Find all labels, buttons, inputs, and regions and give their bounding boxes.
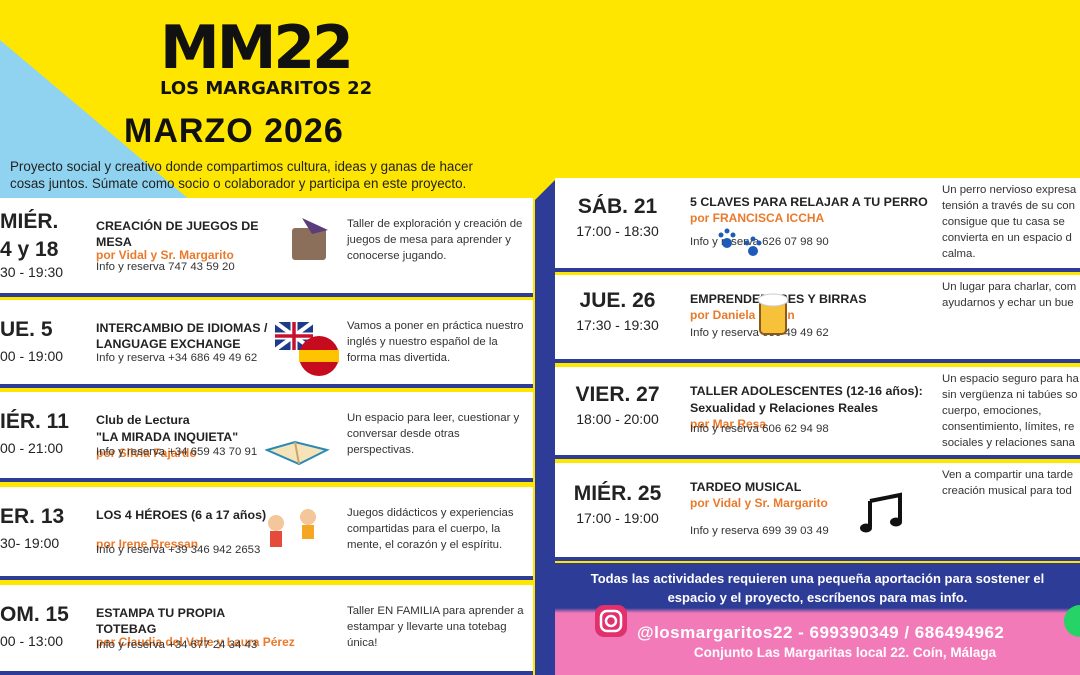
event-day: OM. 15 — [0, 603, 69, 626]
event-description: Juegos didácticos y experiencias compart… — [347, 507, 514, 551]
month-title: MARZO 2026 — [124, 112, 344, 150]
logo-subtitle: LOS MARGARITOS 22 — [160, 78, 373, 99]
event-by: por Claudia del Valle y Laura Pérez — [96, 635, 295, 649]
intro-text: Proyecto social y creativo donde compart… — [10, 159, 473, 191]
event-title: INTERCAMBIO DE IDIOMAS / LANGUAGE EXCHAN… — [96, 321, 268, 351]
event-time: 17:00 - 19:00 — [576, 510, 659, 526]
event-day: MIÉR. — [0, 210, 59, 233]
event-by: por Silvia Fajardo — [96, 446, 197, 460]
event-by: por Irene Bressan — [96, 537, 199, 551]
event-icon — [757, 293, 789, 335]
event-icon — [268, 509, 316, 547]
event-day: MIÉR. 25 — [573, 482, 662, 505]
event-info: Info y reserva 686 49 49 62 — [690, 327, 829, 339]
event-subtitle: Sexualidad y Relaciones Reales — [690, 401, 879, 415]
event-time: 18:00 - 20:00 — [576, 411, 659, 427]
event-info: Info y reserva +34 686 49 49 62 — [96, 352, 258, 364]
event-day: ER. 13 — [0, 505, 65, 528]
footer-note: Todas las actividades requieren una pequ… — [590, 571, 1045, 605]
event-description: Taller de exploración y creación de jueg… — [347, 218, 523, 262]
event-card: MIÉR. 4 y 18 30 - 19:30 CREACIÓN DE JUEGOS … — [0, 198, 533, 297]
event-icon — [265, 440, 330, 466]
event-icon — [292, 218, 328, 260]
event-title: Club de Lectura — [96, 413, 190, 427]
footer-contact: @losmargaritos22 - 699390349 / 686494962 — [637, 623, 1005, 642]
event-icon — [718, 228, 762, 256]
event-card: IÉR. 11 00 - 21:00 Club de Lectura "LA MIRA… — [0, 392, 533, 482]
event-title: ESTAMPA TU PROPIA TOTEBAG — [96, 606, 225, 636]
footer-address: Conjunto Las Margaritas local 22. Coín, … — [693, 645, 997, 660]
event-info: Info y reserva +34 677 24 34 43 — [96, 639, 258, 651]
event-time: 30 - 19:30 — [0, 264, 64, 280]
event-title: TALLER ADOLESCENTES (12-16 años): — [690, 384, 923, 398]
event-day: VIER. 27 — [575, 383, 660, 406]
event-title: 5 CLAVES PARA RELAJAR A TU PERRO — [690, 195, 928, 209]
event-by: por FRANCISCA ICCHA — [690, 211, 825, 225]
event-card: OM. 15 00 - 13:00 ESTAMPA TU PROPIA TOTEBA… — [0, 585, 533, 675]
event-title: LOS 4 HÉROES (6 a 17 años) — [96, 508, 267, 522]
event-card: ER. 13 30- 19:00 LOS 4 HÉROES (6 a 17 años… — [0, 487, 533, 580]
blue-triangle — [0, 40, 190, 200]
event-day: IÉR. 11 — [0, 410, 69, 433]
footer: Todas las actividades requieren una pequ… — [555, 563, 1080, 675]
event-time: 00 - 19:00 — [0, 348, 64, 364]
event-time: 00 - 13:00 — [0, 633, 64, 649]
event-card: MIÉR. 25 17:00 - 19:00 TARDEO MUSICAL por V… — [555, 463, 1080, 561]
event-day: JUE. 26 — [579, 289, 656, 312]
event-time: 17:30 - 19:30 — [576, 317, 659, 333]
event-info: Info y reserva 699 39 03 49 — [690, 525, 829, 537]
event-info: Info y reserva +39 346 942 2653 — [96, 544, 261, 556]
event-card: SÁB. 21 17:00 - 18:30 5 CLAVES PARA RELAJA… — [555, 178, 1080, 272]
event-description: Un espacio seguro para ha sin vergüenza … — [942, 373, 1079, 449]
event-date: 4 y 18 — [0, 238, 59, 261]
event-description: Ven a compartir una tarde creación music… — [942, 469, 1074, 497]
event-day: UE. 5 — [0, 318, 53, 341]
event-card: UE. 5 00 - 19:00 INTERCAMBIO DE IDIOMAS / … — [0, 300, 533, 388]
event-info: Info y reserva 747 43 59 20 — [96, 261, 235, 273]
event-time: 00 - 21:00 — [0, 440, 64, 456]
event-title: TARDEO MUSICAL — [690, 480, 802, 494]
event-description: Un perro nervioso expresa tensión a trav… — [942, 184, 1077, 260]
event-description: Taller EN FAMILIA para aprender a estamp… — [347, 605, 524, 649]
event-card: VIER. 27 18:00 - 20:00 TALLER ADOLESCENTES… — [555, 367, 1080, 459]
event-info: Info y reserva 606 62 94 98 — [690, 423, 829, 435]
event-day: SÁB. 21 — [577, 195, 658, 218]
event-by: por Vidal y Sr. Margarito — [96, 248, 234, 262]
event-description: Un espacio para leer, cuestionar y conve… — [347, 412, 520, 456]
event-title: CREACIÓN DE JUEGOS DE MESA — [96, 219, 259, 249]
divider-band — [535, 180, 555, 675]
event-info: Info y reserva +34 659 43 70 91 — [96, 446, 258, 458]
event-description: Un lugar para charlar, com ayudarnos y e… — [942, 281, 1077, 309]
logo: MM22 — [160, 13, 354, 83]
event-icon — [860, 492, 902, 533]
event-by: por Vidal y Sr. Margarito — [690, 496, 828, 510]
instagram-icon — [595, 605, 627, 637]
event-icon — [275, 322, 339, 376]
event-subtitle: "LA MIRADA INQUIETA" — [96, 430, 239, 444]
event-by: por Mar Resa — [690, 417, 767, 431]
event-card: JUE. 26 17:30 - 19:30 EMPRENDEDORES Y BIRR… — [555, 275, 1080, 363]
event-time: 17:00 - 18:30 — [576, 223, 659, 239]
whatsapp-icon — [1064, 605, 1080, 637]
event-description: Vamos a poner en práctica nuestro inglés… — [347, 320, 524, 364]
event-time: 30- 19:00 — [0, 535, 60, 551]
